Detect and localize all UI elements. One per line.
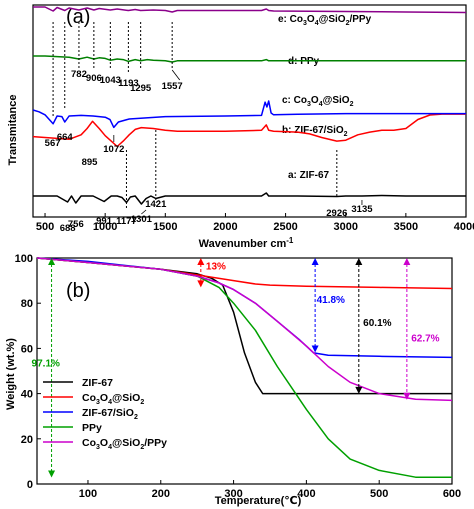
ftir-peak-label: 1072: [103, 144, 124, 155]
ftir-peak-label: 3135: [351, 204, 373, 215]
ftir-plot-frame: [32, 4, 467, 218]
tga-loss-arrow-zif67-sio2-head-top: [311, 258, 319, 265]
ftir-peak-label: 756: [68, 219, 84, 230]
ftir-peak-pointer: [155, 199, 160, 204]
tga-y-tick-label: 80: [21, 298, 33, 310]
tga-x-axis-label: Temperature(℃): [215, 495, 302, 507]
tga-x-tick-label: 200: [152, 488, 170, 500]
tga-loss-label-co3o4-sio2-ppy: 62.7%: [411, 334, 439, 345]
ftir-peak-label: 991: [96, 216, 113, 227]
tga-loss-arrow-zif67-head-top: [355, 258, 363, 265]
ftir-peak-pointer: [141, 209, 147, 215]
tga-loss-label-co3o4-sio2: 13%: [206, 261, 226, 272]
tga-legend: ZIF-67 Co3O4@SiO2 ZIF-67/SiO2 PPy Co3O4@…: [43, 377, 167, 451]
tga-panel: (b) Weight (wt.%) Temperature(℃) 100 200 3…: [5, 253, 461, 507]
ftir-series-label-a: a: ZIF-67: [288, 170, 330, 181]
tga-x-tick-label: 600: [443, 488, 461, 500]
tga-loss-arrow-zif67-head-bottom: [355, 386, 363, 394]
ftir-series-line: [33, 6, 467, 14]
ftir-peak-label: 688: [60, 223, 76, 234]
tga-x-tick-label: 300: [224, 488, 242, 500]
legend-label-co3o4-sio2-ppy: Co3O4@SiO2/PPy: [82, 437, 167, 451]
ftir-peak-label: 664: [57, 132, 74, 143]
tga-loss-arrow-co3o4-sio2-ppy-head-bottom: [403, 392, 411, 400]
tga-y-tick-label: 40: [21, 389, 33, 401]
tga-x-tick-label: 400: [297, 488, 315, 500]
legend-label-co3o4-sio2: Co3O4@SiO2: [82, 392, 144, 406]
legend-label-zif67-sio2: ZIF-67/SiO2: [82, 407, 138, 421]
panel-a-label: (a): [66, 6, 90, 28]
legend-label-zif67: ZIF-67: [82, 377, 113, 389]
legend-label-ppy: PPy: [82, 422, 102, 434]
tga-series-line: [36, 257, 453, 402]
ftir-x-tick-label: 2500: [273, 221, 297, 233]
ftir-series-label-e: e: Co3O4@SiO2/PPy: [278, 14, 372, 27]
tga-loss-arrow-ppy-head-bottom: [48, 470, 56, 478]
ftir-peak-pointer: [171, 69, 181, 81]
tga-loss-arrow-co3o4-sio2-head-top: [197, 258, 205, 265]
ftir-x-tick-label: 3000: [333, 221, 357, 233]
tga-y-tick-label: 20: [21, 434, 33, 446]
ftir-x-tick-label: 4000: [454, 221, 474, 233]
ftir-peak-label: 1177: [116, 216, 137, 227]
tga-loss-arrow-zif67-sio2-head-bottom: [311, 345, 319, 353]
tga-y-tick-label: 60: [21, 343, 33, 355]
ftir-peak-label: 895: [82, 157, 99, 168]
tga-loss-label-ppy: 97.1%: [32, 358, 60, 369]
tga-loss-arrow-ppy-head-top: [48, 258, 56, 265]
ftir-peak-label: 2926: [326, 208, 347, 219]
tga-y-axis-label: Weight (wt.%): [5, 338, 17, 410]
ftir-series-label-b: b: ZIF-67/SiO2: [282, 125, 348, 138]
tga-loss-arrow-co3o4-sio2-ppy-head-top: [403, 258, 411, 265]
ftir-x-axis-label: Wavenumber cm-1: [199, 236, 294, 250]
ftir-series-line: [33, 55, 466, 63]
ftir-x-tick-label: 2000: [213, 221, 237, 233]
tga-x-tick-label: 100: [79, 488, 97, 500]
tga-loss-label-zif67: 60.1%: [363, 318, 391, 329]
ftir-x-tick-label: 1000: [93, 221, 117, 233]
ftir-x-tick-label: 1500: [153, 221, 177, 233]
ftir-peak-label: 1301: [131, 214, 153, 225]
ftir-x-tick-label: 3500: [394, 221, 418, 233]
tga-loss-label-zif67-sio2: 41.8%: [317, 295, 345, 306]
tga-y-tick-label: 0: [27, 479, 33, 491]
tga-series-line: [36, 257, 453, 359]
ftir-x-tick-label: 500: [36, 221, 54, 233]
ftir-peak-label: 567: [45, 138, 61, 149]
ftir-peak-label: 1043: [100, 75, 121, 86]
ftir-y-axis-label: Transmitance: [7, 95, 19, 166]
ftir-panel: (a) Transmitance Wavenumber cm-1 e: Co3O…: [7, 4, 474, 250]
tga-plot-frame: [36, 257, 453, 485]
ftir-series-line: [32, 113, 466, 148]
tga-x-tick-label: 500: [370, 488, 388, 500]
ftir-peak-label: 1421: [145, 199, 167, 210]
ftir-peak-label: 1193: [118, 78, 139, 89]
ftir-peak-label: 1295: [130, 83, 152, 94]
panel-b-label: (b): [66, 280, 90, 302]
ftir-series-label-c: c: Co3O4@SiO2: [282, 95, 354, 108]
ftir-peak-label: 782: [71, 69, 87, 80]
ftir-series-line: [32, 100, 466, 129]
tga-y-tick-label: 100: [15, 253, 33, 265]
ftir-series-line: [33, 192, 466, 205]
ftir-peak-label: 906: [86, 73, 102, 84]
ftir-peak-label: 1557: [162, 81, 183, 92]
tga-loss-arrow-co3o4-sio2-head-bottom: [197, 280, 205, 288]
